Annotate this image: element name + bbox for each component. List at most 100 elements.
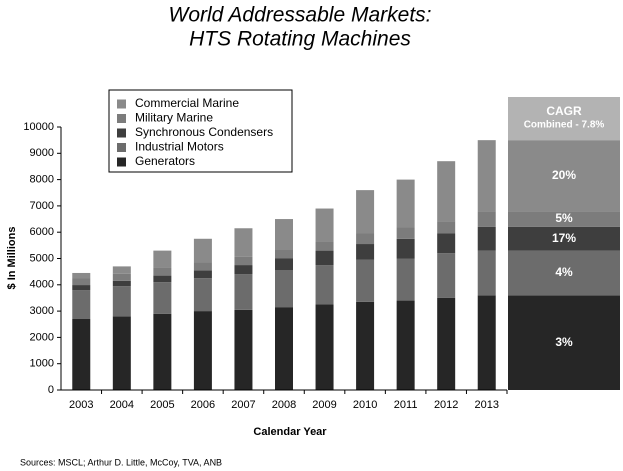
bar-segment: [315, 241, 334, 251]
bar-segment: [275, 307, 293, 390]
x-tick-label: 2006: [191, 399, 215, 411]
bar-segment: [396, 258, 415, 301]
bar-segment: [112, 273, 131, 281]
bar-segment: [396, 238, 415, 259]
y-tick-label: 8000: [30, 174, 54, 186]
bar-segment: [153, 313, 172, 390]
legend-swatch: [117, 143, 126, 152]
legend-box: [108, 89, 293, 173]
bar-segment: [234, 274, 253, 310]
cagr-combined: Combined - 7.8%: [524, 120, 605, 131]
bar-segment: [356, 244, 375, 260]
bar-segment: [315, 208, 334, 242]
bar-segment: [112, 266, 131, 274]
legend-swatch: [117, 114, 126, 123]
bar-segment: [234, 265, 253, 275]
bar-segment: [234, 309, 253, 390]
bar-segment: [112, 316, 131, 390]
y-tick-label: 7000: [30, 200, 54, 212]
bar-segment: [193, 270, 212, 279]
cagr-label: 17%: [552, 231, 576, 245]
cagr-header: [508, 97, 620, 140]
y-tick-label: 6000: [30, 226, 54, 238]
x-tick-label: 2004: [110, 399, 134, 411]
cagr-label: 3%: [555, 335, 573, 349]
bar-segment: [193, 238, 212, 263]
bar-segment: [193, 278, 212, 312]
bar-segment: [477, 226, 496, 251]
bar-segment: [72, 272, 91, 279]
bar-segment: [315, 265, 334, 305]
y-tick-label: 5000: [30, 252, 54, 264]
bar-segment: [477, 211, 496, 227]
bar-segment: [356, 233, 375, 245]
cagr-band: [508, 295, 620, 390]
bar-segment: [356, 190, 375, 234]
x-tick-label: 2008: [272, 399, 296, 411]
x-tick-label: 2013: [474, 399, 498, 411]
y-tick-label: 10000: [23, 121, 54, 133]
bar-segment: [72, 278, 91, 286]
cagr-label: 20%: [552, 168, 576, 182]
bar-segment: [275, 249, 293, 259]
bar-segment: [275, 258, 293, 271]
chart-title: HTS Rotating Machines: [189, 28, 411, 51]
bar-segment: [112, 280, 131, 287]
bar-segment: [396, 300, 415, 390]
bar-segment: [396, 179, 415, 228]
y-tick-label: 3000: [30, 305, 54, 317]
bar-segment: [437, 161, 456, 222]
bar-segment: [356, 259, 375, 302]
x-axis-title: Calendar Year: [253, 426, 327, 438]
bar-segment: [112, 286, 131, 317]
bar-segment: [437, 253, 456, 298]
bar-segment: [72, 285, 91, 291]
x-tick-label: 2010: [353, 399, 377, 411]
bar-segment: [437, 297, 456, 390]
x-tick-label: 2011: [394, 399, 418, 411]
y-tick-label: 0: [48, 384, 54, 396]
legend-label: Commercial Marine: [135, 96, 239, 110]
x-tick-label: 2003: [69, 399, 93, 411]
cagr-band: [508, 140, 620, 212]
bar-segment: [275, 219, 293, 250]
bar-segment: [477, 140, 496, 212]
bar-segment: [72, 290, 91, 319]
legend-swatch: [117, 128, 126, 138]
bar-segment: [315, 304, 334, 390]
legend-swatch: [117, 99, 126, 109]
bar-segment: [153, 275, 172, 283]
cagr-band: [508, 250, 620, 296]
bar-segment: [193, 262, 212, 271]
bar-segment: [356, 301, 375, 390]
cagr-title: CAGR: [546, 104, 582, 118]
x-tick-label: 2007: [231, 399, 255, 411]
y-axis-title: $ In Millions: [6, 227, 18, 290]
legend-swatch: [117, 157, 126, 167]
legend-label: Industrial Motors: [135, 140, 224, 154]
y-tick-label: 4000: [30, 279, 54, 291]
y-tick-label: 9000: [30, 147, 54, 159]
cagr-band: [508, 211, 620, 227]
legend-label: Synchronous Condensers: [135, 125, 273, 139]
x-tick-label: 2012: [434, 399, 458, 411]
bar-segment: [72, 318, 91, 390]
y-tick-label: 1000: [30, 358, 54, 370]
bar-segment: [234, 256, 253, 266]
bar-segment: [153, 282, 172, 314]
y-tick-label: 2000: [30, 331, 54, 343]
legend-label: Military Marine: [135, 111, 213, 125]
legend-label: Generators: [135, 154, 195, 168]
bar-segment: [477, 295, 496, 390]
cagr-label: 5%: [555, 211, 573, 225]
bar-segment: [315, 250, 334, 266]
bar-segment: [437, 233, 456, 254]
bar-segment: [396, 227, 415, 239]
bar-segment: [477, 250, 496, 296]
x-tick-label: 2009: [312, 399, 336, 411]
bar-segment: [437, 221, 456, 234]
bar-segment: [193, 311, 212, 390]
x-tick-label: 2005: [150, 399, 174, 411]
bar-segment: [234, 228, 253, 257]
